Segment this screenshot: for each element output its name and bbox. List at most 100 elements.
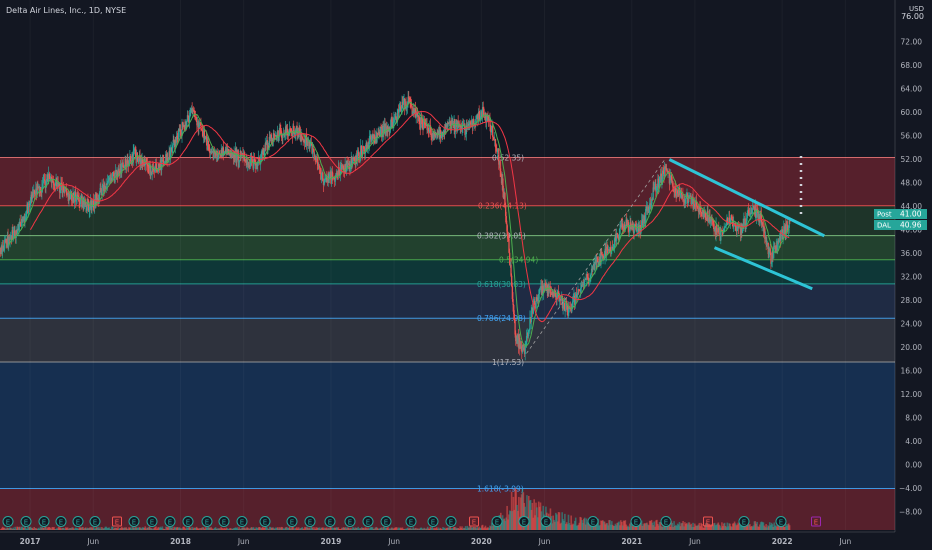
candle-body xyxy=(29,203,31,206)
volume-bar xyxy=(601,520,603,530)
candle-body xyxy=(52,181,55,184)
earnings-marker[interactable]: E xyxy=(259,516,271,527)
fibonacci-retracement[interactable]: 0(52.35)0.236(44.13)0.382(39.05)0.5(34.9… xyxy=(0,153,895,530)
candle-body xyxy=(346,160,348,165)
candle-body xyxy=(443,130,445,133)
earnings-marker[interactable]: E xyxy=(324,516,336,527)
earnings-marker[interactable]: E xyxy=(218,516,230,527)
earnings-marker[interactable]: E xyxy=(540,516,552,527)
earnings-marker[interactable]: E xyxy=(660,516,672,527)
price-scale-unit[interactable]: USD xyxy=(909,5,924,13)
candle-body xyxy=(447,122,449,127)
candle-body xyxy=(573,295,575,297)
volume-bar xyxy=(372,528,375,530)
earnings-marker[interactable]: E xyxy=(236,516,248,527)
earnings-marker[interactable]: E xyxy=(775,516,787,527)
symbol-title[interactable]: Delta Air Lines, Inc., 1D, NYSE xyxy=(6,6,127,15)
volume-bar xyxy=(15,528,17,530)
volume-bar xyxy=(600,520,602,530)
earnings-marker[interactable]: E xyxy=(20,516,32,527)
volume-bar xyxy=(435,528,437,530)
candle-body xyxy=(67,192,69,196)
earnings-marker[interactable]: E xyxy=(201,516,213,527)
candle-body xyxy=(753,206,755,208)
candle-body xyxy=(118,168,120,172)
earnings-marker[interactable]: E xyxy=(344,516,356,527)
earnings-marker[interactable]: E xyxy=(738,516,750,527)
volume-bar xyxy=(313,529,315,530)
candle-body xyxy=(475,116,478,120)
earnings-marker[interactable]: E xyxy=(112,516,122,527)
earnings-marker[interactable]: E xyxy=(182,516,194,527)
candle-body xyxy=(682,200,685,202)
candle-body xyxy=(406,107,408,109)
earnings-marker[interactable]: E xyxy=(630,516,642,527)
earnings-marker[interactable]: E xyxy=(72,516,84,527)
candle-body xyxy=(493,139,495,141)
volume-bar xyxy=(351,527,354,530)
volume-bar xyxy=(582,522,584,530)
candle-body xyxy=(474,123,476,126)
candle-body xyxy=(401,101,403,110)
candle-body xyxy=(215,150,218,156)
candle-body xyxy=(469,122,471,126)
candle-body xyxy=(487,115,489,122)
earnings-marker[interactable]: E xyxy=(491,516,503,527)
volume-bar xyxy=(284,527,286,530)
earnings-marker[interactable]: E xyxy=(362,516,374,527)
candle-body xyxy=(188,115,191,123)
earnings-marker[interactable]: E xyxy=(703,516,713,527)
earnings-marker[interactable]: E xyxy=(128,516,140,527)
earnings-marker[interactable]: E xyxy=(164,516,176,527)
candle-body xyxy=(68,194,70,202)
earnings-marker[interactable]: E xyxy=(518,516,530,527)
volume-bar xyxy=(425,528,427,530)
earnings-marker[interactable]: E xyxy=(587,516,599,527)
candle-body xyxy=(337,167,340,175)
candle-body xyxy=(721,230,723,232)
candle-body xyxy=(765,236,767,245)
volume-bar xyxy=(305,526,308,530)
volume-bar xyxy=(299,528,302,530)
candle-body xyxy=(495,147,497,148)
earnings-marker[interactable]: E xyxy=(38,516,50,527)
earnings-marker[interactable]: E xyxy=(55,516,67,527)
earnings-marker[interactable]: E xyxy=(380,516,392,527)
volume-bar xyxy=(464,526,467,530)
earnings-marker[interactable]: E xyxy=(469,516,479,527)
earnings-marker[interactable]: E xyxy=(405,516,417,527)
volume-bar xyxy=(331,527,333,530)
price-scale-tick: 0.00 xyxy=(905,461,922,470)
candle-body xyxy=(89,205,91,211)
candle-body xyxy=(300,133,302,142)
earnings-marker[interactable]: E xyxy=(286,516,298,527)
volume-bar xyxy=(80,527,82,530)
earnings-marker-glyph: E xyxy=(522,519,526,527)
earnings-marker[interactable]: E xyxy=(811,516,821,527)
volume-bar xyxy=(70,528,72,530)
earnings-marker[interactable]: E xyxy=(445,516,457,527)
time-scale[interactable]: 2017 Jun 2018 Jun 2019 Jun 2020 Jun 2021 Jun 2022 J… xyxy=(0,531,932,550)
candle-body xyxy=(418,117,421,124)
candle-body xyxy=(54,182,57,186)
channel-drawing[interactable] xyxy=(668,156,825,291)
volume-bar xyxy=(510,491,513,530)
price-scale[interactable]: 72.0068.0064.0060.0056.0052.0048.0044.00… xyxy=(894,0,932,550)
volume-bar xyxy=(570,515,572,530)
candle-body xyxy=(240,154,243,156)
earnings-marker[interactable]: E xyxy=(427,516,439,527)
earnings-marker[interactable]: E xyxy=(146,516,158,527)
candle-body xyxy=(328,173,330,179)
earnings-marker[interactable]: E xyxy=(304,516,316,527)
candle-body xyxy=(80,196,82,199)
earnings-marker[interactable]: E xyxy=(2,516,14,527)
candle-body xyxy=(628,225,630,232)
candle-body xyxy=(347,163,350,165)
candle-body xyxy=(636,229,638,232)
earnings-marker[interactable]: E xyxy=(89,516,101,527)
volume-bar xyxy=(5,528,8,530)
volume-bar xyxy=(530,509,533,530)
candle-body xyxy=(613,238,616,248)
